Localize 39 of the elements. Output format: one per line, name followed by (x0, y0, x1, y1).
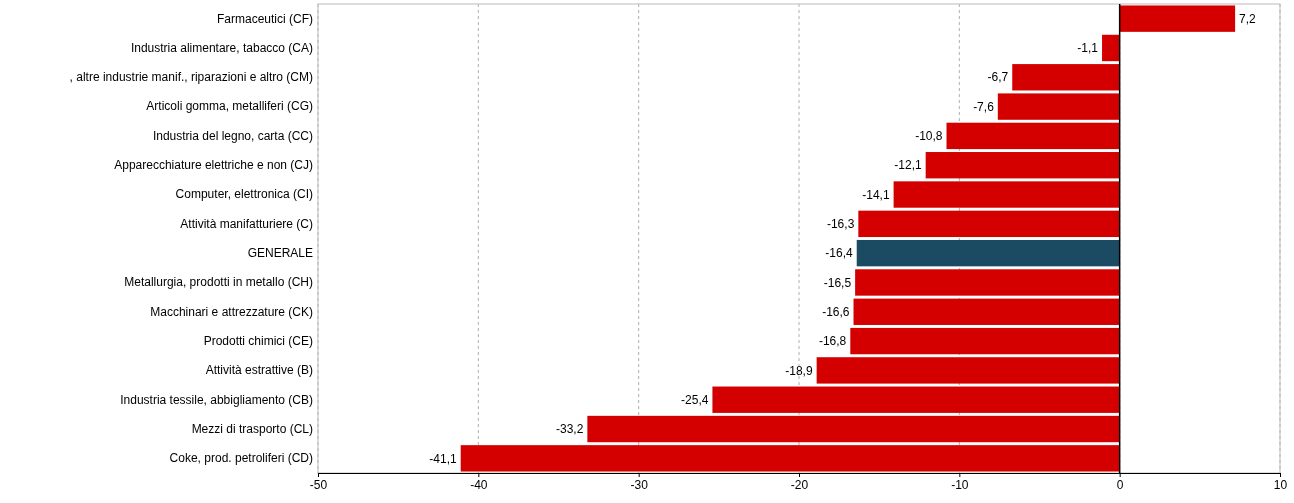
y-tick-label: Industria alimentare, tabacco (CA) (130, 40, 313, 55)
data-label: -1,1 (1077, 41, 1099, 56)
data-label: -25,4 (681, 392, 709, 407)
x-tick-label: -20 (790, 477, 809, 492)
y-tick-label: Farmaceutici (CF) (216, 11, 313, 26)
y-tick-label: Prodotti chimici (CE) (203, 333, 313, 348)
x-tick-label: -40 (470, 477, 488, 492)
x-tick-label: 10 (1273, 477, 1288, 492)
y-tick-label: Computer, elettronica (CI) (175, 187, 313, 202)
y-tick-label: Mezzi di trasporto (CL) (191, 421, 313, 436)
data-label: -16,6 (822, 304, 850, 319)
y-tick-label: GENERALE (247, 246, 313, 260)
y-tick-label: Attività estrattive (B) (205, 363, 313, 378)
x-tick-label: -10 (951, 477, 969, 492)
y-tick-label: Apparecchiature elettriche e non (CJ) (114, 158, 313, 173)
data-label: -41,1 (429, 451, 458, 466)
x-tick-label: -50 (309, 477, 328, 492)
y-tick-label: Macchinari e attrezzature (CK) (150, 304, 313, 319)
y-tick-label: Industria tessile, abbigliamento (CB) (120, 392, 313, 407)
data-label: -16,8 (818, 334, 847, 349)
y-tick-label: , altre industrie manif., riparazioni e altro (CM) (69, 70, 313, 85)
data-label: -12,1 (894, 158, 922, 173)
data-label: -16,3 (826, 217, 855, 232)
data-label: -7,6 (973, 99, 995, 114)
y-tick-label: Articoli gomma, metalliferi (CG) (146, 99, 313, 114)
data-label: -6,7 (987, 70, 1009, 85)
y-tick-label: Attività manifatturiere (C) (180, 216, 313, 231)
y-tick-label: Metallurgia, prodotti in metallo (CH) (124, 275, 313, 290)
data-label: -18,9 (785, 363, 813, 378)
data-label: -10,8 (915, 129, 943, 144)
data-label: -16,4 (825, 246, 854, 261)
data-label: -14,1 (862, 187, 890, 202)
data-label: -16,5 (823, 275, 852, 290)
y-tick-label: Coke, prod. petroliferi (CD) (169, 451, 313, 466)
y-tick-label: Industria del legno, carta (CC) (152, 128, 313, 143)
x-tick-label: 0 (1116, 477, 1124, 492)
data-label: -33,2 (556, 422, 584, 437)
data-label: 7,2 (1239, 11, 1257, 26)
x-tick-label: -30 (630, 477, 649, 492)
